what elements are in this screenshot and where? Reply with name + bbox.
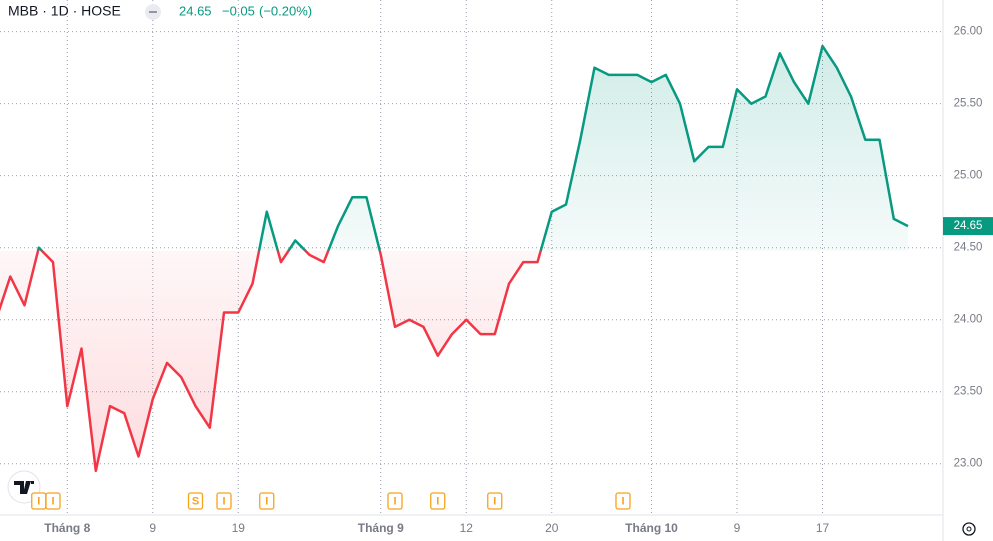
event-label: I [222,495,225,507]
x-tick-label: 9 [149,521,156,535]
event-label: I [621,495,624,507]
event-marker [187,492,204,510]
event-label: I [265,495,268,507]
x-tick-label: Tháng 8 [44,521,90,535]
x-tick-label: 20 [545,521,559,535]
x-tick-label: Tháng 10 [625,521,678,535]
y-tick-label: 23.00 [954,458,983,470]
header: MBB · 1D · HOSE 24.65 −0.05 (−0.20%) [8,3,312,20]
x-tick-label: 17 [816,521,830,535]
event-label: I [37,495,40,507]
plot [0,44,909,473]
y-tick-label: 26.00 [954,26,983,38]
price-badge-label: 24.65 [954,220,983,232]
event-marker [487,492,503,510]
price-badge [943,217,993,236]
event-marker [259,492,275,510]
y-tick-label: 25.00 [954,170,983,182]
event-marker [387,492,403,510]
x-tick-label: 12 [460,521,474,535]
area [0,46,908,471]
change: −0.05 [222,3,255,18]
event-label: I [493,495,496,507]
event-label: I [436,495,439,507]
y-tick-label: 24.00 [954,314,983,326]
event-marker [615,492,631,510]
logo-mark [14,481,34,494]
x-tick-label: 19 [232,521,246,535]
last-price: 24.65 [179,3,212,18]
price-line [0,44,909,473]
settings-icon-center [966,526,972,532]
change-percent: (−0.20%) [259,3,312,18]
event-label: S [192,495,199,507]
settings[interactable] [962,522,976,536]
event-marker [430,492,446,510]
x-tick-label: Tháng 9 [358,521,404,535]
event-label: I [51,495,54,507]
y-tick-label: 25.50 [954,98,983,110]
y-tick-label: 24.50 [954,242,983,254]
x-tick-label: 9 [734,521,741,535]
symbol: MBB · 1D · HOSE [8,3,121,19]
y-tick-label: 23.50 [954,386,983,398]
event-marker [45,492,61,510]
event-marker [216,492,232,510]
event-label: I [393,495,396,507]
settings-icon[interactable] [962,522,976,536]
